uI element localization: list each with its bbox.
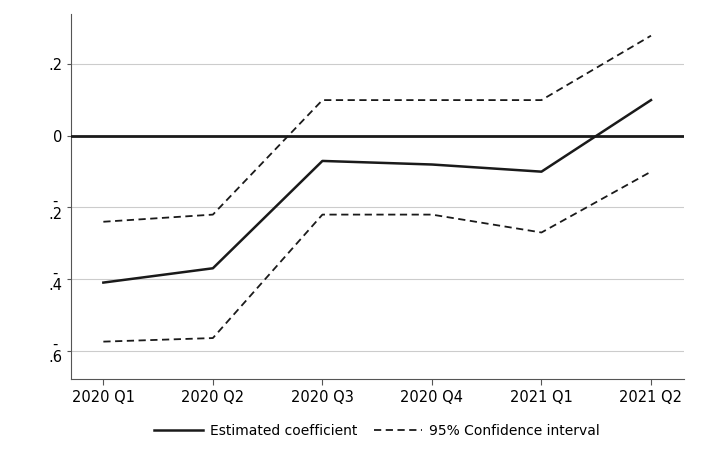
- 95% Confidence interval: [209, 212, 217, 218]
- 95% Confidence interval: [99, 219, 108, 225]
- 95% Confidence interval: [646, 33, 655, 38]
- Estimated coefficient: [209, 265, 217, 271]
- Estimated coefficient: [428, 162, 436, 167]
- Estimated coefficient: [318, 158, 326, 164]
- Estimated coefficient: [99, 280, 108, 285]
- Estimated coefficient: [537, 169, 546, 174]
- Estimated coefficient: [646, 97, 655, 103]
- Line: 95% Confidence interval: 95% Confidence interval: [104, 36, 651, 222]
- 95% Confidence interval: [318, 97, 326, 103]
- 95% Confidence interval: [537, 97, 546, 103]
- Legend: Estimated coefficient, 95% Confidence interval: Estimated coefficient, 95% Confidence in…: [149, 419, 606, 443]
- 95% Confidence interval: [428, 97, 436, 103]
- Line: Estimated coefficient: Estimated coefficient: [104, 100, 651, 283]
